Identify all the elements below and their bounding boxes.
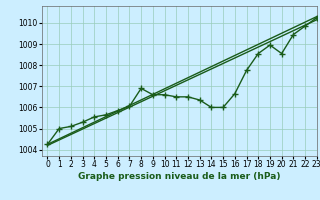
X-axis label: Graphe pression niveau de la mer (hPa): Graphe pression niveau de la mer (hPa) [78,172,280,181]
